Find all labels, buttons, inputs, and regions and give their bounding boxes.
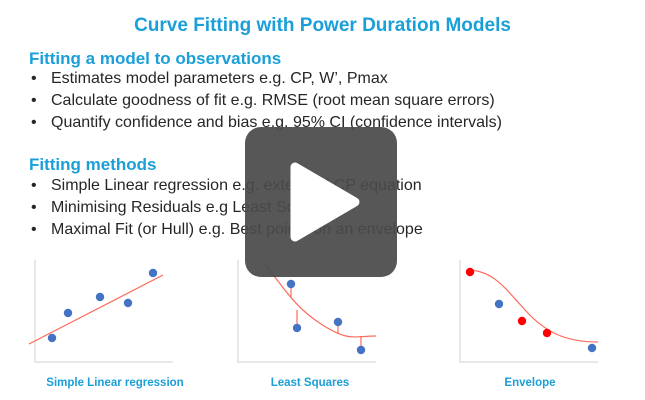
data-point: [63, 308, 73, 318]
data-point: [333, 317, 343, 327]
caption-envelope: Envelope: [504, 377, 556, 389]
axes: [459, 260, 598, 363]
least-squares-diagram: [237, 260, 377, 363]
data-point: [292, 323, 302, 333]
linear-regression-diagram: [28, 260, 173, 363]
envelope-curve: [466, 269, 599, 343]
bullet-item: • Calculate goodness of fit e.g. RMSE (ro…: [31, 92, 495, 109]
envelope-point: [542, 328, 552, 338]
data-point: [587, 343, 597, 353]
fit-curve: [262, 261, 377, 338]
data-point: [95, 292, 105, 302]
caption-linear-regression: Simple Linear regression: [46, 377, 184, 389]
data-point: [148, 268, 158, 278]
envelope-point: [465, 267, 475, 277]
regression-line: [28, 274, 164, 345]
section-heading-fitting-methods: Fitting methods: [29, 155, 157, 174]
axes: [237, 260, 376, 363]
envelope-diagram: [459, 260, 599, 363]
play-icon: [290, 162, 360, 242]
axes: [34, 260, 173, 363]
data-point: [494, 299, 504, 309]
section-heading-fitting-model: Fitting a model to observations: [29, 49, 282, 68]
bullet-list-fitting-model: • Estimates model parameters e.g. CP, W’,…: [29, 68, 502, 134]
video-play-button[interactable]: [245, 127, 397, 277]
bullet-item: • Estimates model parameters e.g. CP, W’,…: [31, 70, 388, 87]
data-point: [356, 345, 366, 355]
bullet-item: • Quantify confidence and bias e.g. 95% C…: [31, 114, 502, 131]
data-point: [123, 298, 133, 308]
envelope-point: [517, 316, 527, 326]
data-point: [286, 279, 296, 289]
slide-title: Curve Fitting with Power Duration Models: [134, 15, 511, 36]
data-point: [47, 333, 57, 343]
caption-least-squares: Least Squares: [270, 377, 350, 389]
